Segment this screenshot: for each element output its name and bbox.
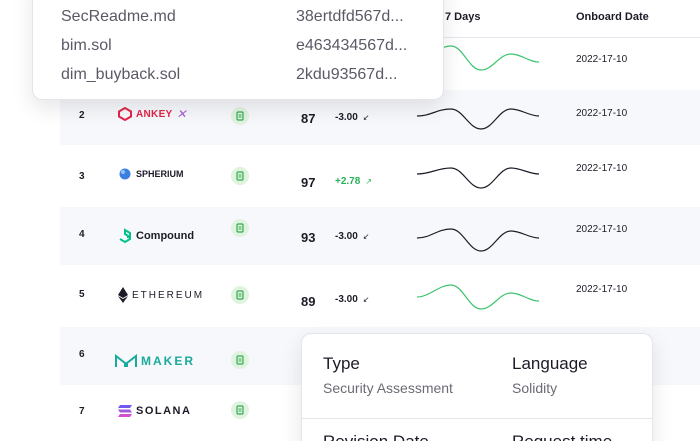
arrow-down-icon: ↙ bbox=[362, 295, 370, 304]
language-value: Solidity bbox=[512, 380, 558, 396]
table-row[interactable]: 7 SOLANA bbox=[60, 385, 700, 441]
rank-number: 2 bbox=[79, 110, 85, 121]
score-change: -3.00 ↙ bbox=[335, 294, 370, 305]
file-name: SecReadme.md bbox=[61, 8, 176, 25]
rank-number: 3 bbox=[79, 171, 85, 182]
file-name: dim_buyback.sol bbox=[61, 66, 181, 83]
header-onboard-date: Onboard Date bbox=[576, 11, 649, 23]
maker-icon bbox=[115, 354, 137, 367]
security-score: 97 bbox=[301, 175, 316, 190]
report-doc-icon[interactable] bbox=[231, 219, 249, 237]
file-hash: 2kdu93567d... bbox=[296, 66, 398, 83]
header-7-days: 7 Days bbox=[445, 11, 481, 23]
report-doc-icon[interactable] bbox=[231, 107, 249, 125]
type-value: Security Assessment bbox=[323, 380, 453, 396]
sparkline-chart bbox=[417, 228, 539, 252]
request-time-label: Request time bbox=[512, 432, 612, 441]
score-change: -3.00 ↙ bbox=[335, 231, 370, 242]
project-logo-spherium: SPHERIUM bbox=[118, 167, 184, 181]
ethereum-icon bbox=[118, 287, 128, 303]
file-item[interactable]: SecReadme.md 38ertdfd567d... bbox=[61, 8, 415, 26]
rank-number: 5 bbox=[79, 289, 85, 300]
file-item[interactable]: bim.sol e463434567d... bbox=[61, 37, 415, 55]
onboard-date: 2022-17-10 bbox=[576, 54, 628, 65]
type-label: Type bbox=[323, 354, 360, 373]
project-logo-compound: Compound bbox=[118, 228, 194, 244]
popup-divider bbox=[302, 418, 652, 419]
files-popup: SecReadme.md 38ertdfd567d... bim.sol e46… bbox=[32, 0, 444, 100]
arrow-up-icon: ↗ bbox=[365, 177, 373, 186]
rank-number: 7 bbox=[79, 406, 85, 417]
file-hash: 38ertdfd567d... bbox=[296, 8, 404, 25]
score-change: +2.78 ↗ bbox=[335, 176, 373, 187]
table-row[interactable]: 5 ETHEREUM 89 -3.00 ↙ 2022-17-10 bbox=[60, 265, 700, 327]
report-doc-icon[interactable] bbox=[231, 167, 249, 185]
header-divider bbox=[440, 37, 700, 38]
report-doc-icon[interactable] bbox=[231, 351, 249, 369]
security-score: 93 bbox=[301, 230, 316, 245]
onboard-date: 2022-17-10 bbox=[576, 108, 628, 119]
project-logo-solana: SOLANA bbox=[118, 405, 191, 417]
project-logo-maker: MAKER bbox=[115, 354, 195, 368]
score-change: -3.00 ↙ bbox=[335, 112, 370, 123]
table-row[interactable]: 3 SPHERIUM 97 +2.78 ↗ 2022-17-10 bbox=[60, 145, 700, 207]
project-logo-ethereum: ETHEREUM bbox=[118, 287, 204, 303]
file-name: bim.sol bbox=[61, 37, 112, 54]
audit-info-popup: Type Security Assessment Language Solidi… bbox=[301, 333, 653, 441]
language-label: Language bbox=[512, 354, 588, 373]
onboard-date: 2022-17-10 bbox=[576, 224, 628, 235]
rank-number: 4 bbox=[79, 229, 85, 240]
table-row[interactable]: 4 Compound 93 -3.00 ↙ 2022-17-10 bbox=[60, 207, 700, 265]
project-logo-ankey: ANKEY ✕ bbox=[118, 107, 187, 121]
arrow-down-icon: ↙ bbox=[362, 232, 370, 241]
arrow-down-icon: ↙ bbox=[362, 113, 370, 122]
file-hash: e463434567d... bbox=[296, 37, 408, 54]
x-mark-icon: ✕ bbox=[176, 107, 187, 121]
sparkline-chart bbox=[417, 284, 539, 310]
onboard-date: 2022-17-10 bbox=[576, 163, 628, 174]
rank-number: 6 bbox=[79, 349, 85, 360]
sparkline-chart bbox=[417, 167, 539, 189]
onboard-date: 2022-17-10 bbox=[576, 284, 628, 295]
report-doc-icon[interactable] bbox=[231, 401, 249, 419]
compound-icon bbox=[119, 228, 131, 244]
security-score: 89 bbox=[301, 294, 316, 309]
revision-date-label: Revision Date bbox=[323, 432, 429, 441]
ankey-icon bbox=[118, 107, 132, 121]
security-score: 87 bbox=[301, 111, 316, 126]
report-doc-icon[interactable] bbox=[231, 286, 249, 304]
sparkline-chart bbox=[417, 108, 539, 130]
file-item[interactable]: dim_buyback.sol 2kdu93567d... bbox=[61, 66, 415, 84]
solana-icon bbox=[118, 405, 132, 417]
spherium-icon bbox=[119, 168, 131, 180]
